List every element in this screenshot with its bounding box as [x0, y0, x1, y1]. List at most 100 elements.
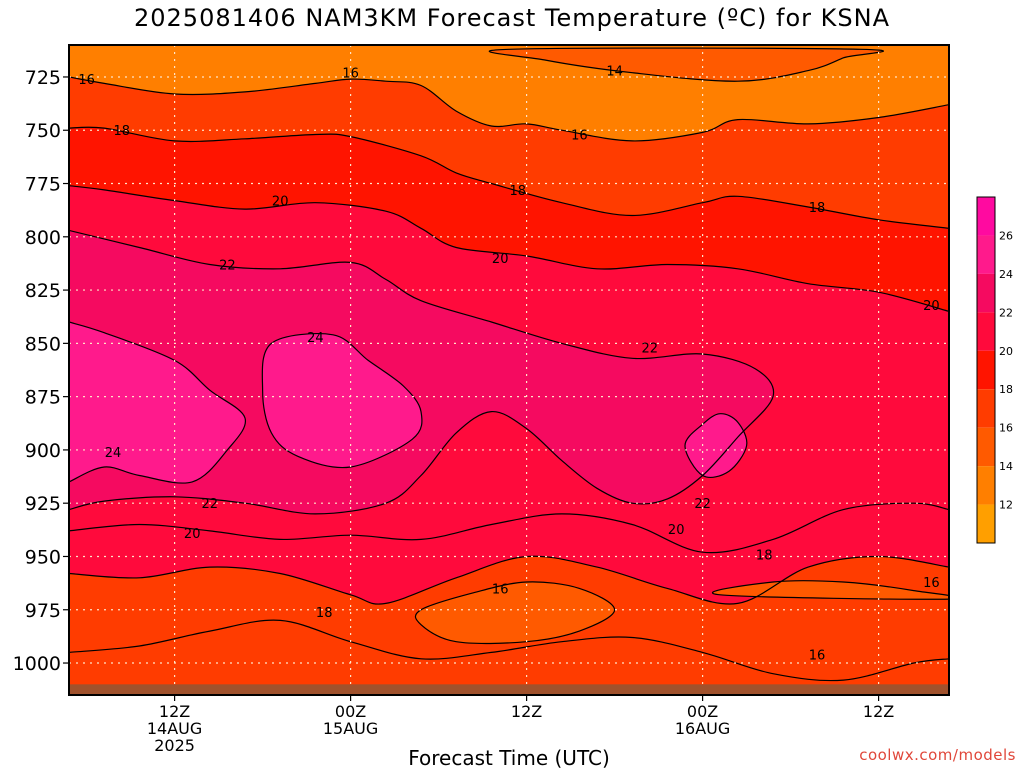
contour-label: 16 — [492, 582, 509, 597]
contour-line-16 — [711, 580, 949, 600]
colorbar-swatch — [977, 235, 995, 274]
contour-label: 18 — [114, 124, 131, 139]
x-tick-label: 15AUG — [323, 719, 378, 738]
x-tick-label: 14AUG — [147, 719, 202, 738]
contour-label-text: 22 — [219, 259, 236, 274]
x-tick-label: 2025 — [154, 736, 195, 755]
colorbar: 12 14 16 18 20 22 24 26 — [976, 196, 1013, 544]
contour-label: 16 — [78, 73, 95, 88]
colorbar-label: 12 — [999, 499, 1013, 512]
contour-label-text: 14 — [606, 65, 623, 80]
contour-line-24 — [684, 413, 748, 478]
colorbar-frame — [976, 196, 996, 544]
colorbar-label: 22 — [999, 306, 1013, 319]
colorbar-label: 18 — [999, 383, 1013, 396]
y-tick-label: 775 — [25, 174, 61, 196]
colorbar-swatch — [977, 389, 995, 428]
ground-fill — [69, 684, 949, 695]
contour-line-20 — [69, 185, 949, 312]
x-tick-label: 12Z — [863, 702, 894, 721]
contour-line-14 — [488, 47, 884, 82]
contour-label-text: 24 — [105, 446, 122, 461]
contour-line-18 — [69, 126, 949, 229]
y-tick-label: 800 — [25, 227, 61, 249]
contour-label: 22 — [642, 342, 659, 357]
contour-label-text: 16 — [78, 73, 95, 88]
contour-label: 16 — [342, 67, 359, 82]
y-tick-label: 850 — [25, 333, 61, 355]
contour-label-text: 16 — [809, 649, 826, 664]
y-tick-label: 875 — [25, 387, 61, 409]
contour-line-24 — [69, 321, 247, 484]
temperature-field — [69, 45, 949, 695]
contour-label-text: 16 — [923, 576, 940, 591]
contour-label-text: 20 — [492, 252, 509, 267]
contour-label-text: 22 — [694, 497, 711, 512]
x-tick-label: 00Z — [335, 702, 366, 721]
colorbar-swatch — [977, 504, 995, 543]
colorbar-swatch — [977, 197, 995, 236]
y-tick-label: 900 — [25, 440, 61, 462]
contour-line-18 — [69, 555, 949, 605]
contour-label-text: 16 — [571, 129, 588, 144]
ground-surface — [69, 684, 949, 695]
contour-label-text: 22 — [642, 342, 659, 357]
contour-label: 14 — [606, 65, 623, 80]
contour-label: 16 — [809, 649, 826, 664]
contour-label-text: 20 — [668, 523, 685, 538]
colorbar-label: 26 — [999, 229, 1013, 242]
contour-label: 22 — [202, 497, 219, 512]
contour-label-text: 20 — [272, 195, 289, 210]
contour-label-text: 18 — [114, 124, 131, 139]
contour-label: 24 — [307, 331, 324, 346]
y-tick-label: 1000 — [13, 653, 61, 675]
contour-label-text: 18 — [510, 184, 527, 199]
x-tick-label: 00Z — [687, 702, 718, 721]
filled-region-24 — [685, 413, 747, 478]
y-tick-label: 725 — [25, 67, 61, 89]
y-tick-label: 975 — [25, 600, 61, 622]
contour-label-text: 20 — [923, 299, 940, 314]
contour-line-18 — [69, 619, 949, 682]
colorbar-swatch — [977, 273, 995, 313]
filled-region-16 — [415, 581, 615, 644]
y-tick-label: 950 — [25, 546, 61, 568]
plot-frame — [68, 44, 950, 696]
filled-region-24 — [262, 333, 422, 468]
filled-region-14 — [489, 48, 884, 82]
contour-line-16 — [414, 581, 616, 645]
contour-label-text: 18 — [756, 548, 773, 563]
contour-label-text: 16 — [492, 582, 509, 597]
contour-label: 18 — [510, 184, 527, 199]
x-tick-label: 12Z — [159, 702, 190, 721]
contour-line-16 — [69, 76, 949, 142]
contour-label: 18 — [316, 606, 333, 621]
colorbar-swatch — [977, 350, 995, 390]
y-axis: 725 750 775 800 825 850 875 900 925 950 975 1000 — [13, 67, 69, 675]
contour-label: 24 — [105, 446, 122, 461]
colorbar-label: 24 — [999, 268, 1013, 281]
filled-region-24 — [69, 322, 246, 484]
filled-region-22 — [69, 230, 774, 514]
contour-label: 18 — [756, 548, 773, 563]
contour-label-text: 20 — [184, 527, 201, 542]
contour-line-22 — [69, 229, 775, 515]
y-tick-label: 825 — [25, 280, 61, 302]
site-credit: coolwx.com/models — [859, 746, 1016, 764]
chart-title: 2025081406 NAM3KM Forecast Temperature (… — [134, 4, 890, 32]
x-axis-label: Forecast Time (UTC) — [408, 746, 610, 768]
colorbar-swatch — [977, 427, 995, 467]
colorbar-label: 14 — [999, 460, 1013, 473]
contour-label: 20 — [923, 299, 940, 314]
contour-label: 20 — [184, 527, 201, 542]
contour-label-text: 22 — [202, 497, 219, 512]
contour-label-text: 24 — [307, 331, 324, 346]
contour-label: 18 — [809, 201, 826, 216]
contour-label: 20 — [272, 195, 289, 210]
contour-label: 22 — [694, 497, 711, 512]
y-tick-label: 925 — [25, 493, 61, 515]
contour-lines — [69, 47, 949, 682]
